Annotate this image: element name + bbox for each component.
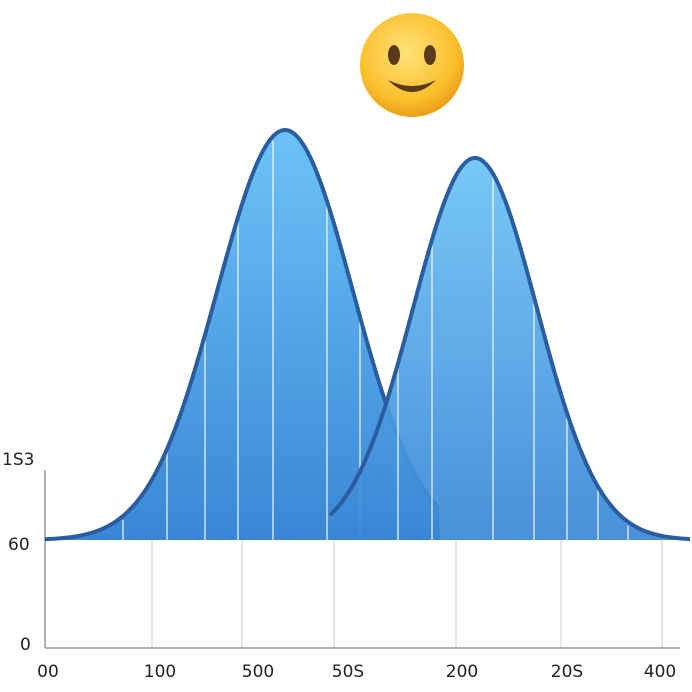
curve-area <box>330 158 690 540</box>
x-tick-label: 20S <box>551 662 583 682</box>
x-tick-label: 100 <box>144 662 176 682</box>
curve-area <box>45 130 440 540</box>
x-tick-label: 400 <box>644 662 676 682</box>
curve-outline <box>328 156 691 542</box>
smiley-emoji <box>360 13 464 117</box>
x-tick-label: 00 <box>37 662 59 682</box>
y-tick-label: 60 <box>8 535 30 555</box>
curves <box>44 128 691 542</box>
curve-outline <box>44 128 441 542</box>
x-tick-label: 50S <box>332 662 364 682</box>
y-tick-label: 1S3 <box>2 450 34 470</box>
x-tick-label: 200 <box>446 662 478 682</box>
y-tick-label: 0 <box>20 635 31 655</box>
x-tick-label: 500 <box>242 662 274 682</box>
grid <box>151 540 663 648</box>
